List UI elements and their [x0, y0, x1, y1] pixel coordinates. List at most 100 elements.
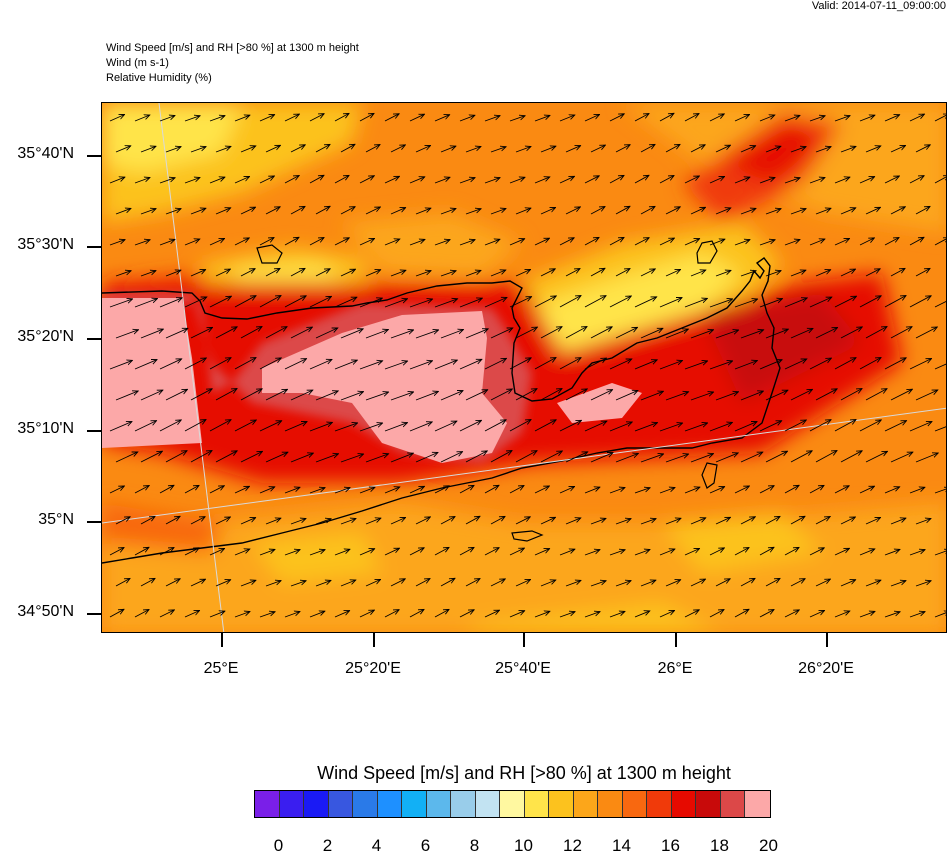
wind-vector	[140, 516, 155, 525]
wind-vector	[209, 296, 231, 308]
wind-vector	[384, 299, 408, 308]
wind-vector	[284, 487, 300, 494]
wind-vector	[140, 578, 155, 587]
wind-vector	[915, 581, 931, 587]
wind-vector	[190, 579, 206, 587]
wind-vector	[534, 296, 556, 308]
wind-vector	[265, 452, 288, 463]
lat-label: 35°N	[38, 511, 74, 528]
wind-vector	[615, 327, 638, 339]
wind-vector	[484, 116, 500, 122]
wind-vector	[365, 330, 388, 339]
wind-vector	[715, 579, 730, 587]
wind-vector	[259, 421, 282, 432]
wind-vector	[865, 146, 881, 153]
wind-vector	[909, 550, 925, 556]
wind-vector	[484, 358, 507, 370]
wind-vector	[640, 206, 655, 215]
wind-vector	[859, 549, 875, 556]
lat-tick	[87, 521, 101, 523]
wind-vector	[209, 548, 225, 556]
wind-vector	[390, 270, 406, 277]
wind-vector	[559, 238, 574, 246]
wind-vector	[234, 238, 249, 246]
wind-vector	[284, 176, 299, 184]
wind-vector	[265, 327, 287, 339]
wind-vector	[859, 486, 875, 494]
wind-vector	[284, 237, 299, 246]
wind-vector	[809, 610, 825, 618]
wind-vector	[184, 297, 207, 308]
wind-vector	[690, 330, 714, 339]
lat-tick	[87, 246, 101, 248]
wind-vector	[384, 610, 399, 618]
wind-vector	[290, 390, 313, 401]
wind-vector	[340, 519, 356, 525]
wind-vector	[234, 612, 250, 618]
colorbar-swatch	[647, 791, 672, 817]
wind-vector	[240, 146, 256, 153]
lat-tick	[87, 155, 101, 157]
wind-vector	[840, 269, 856, 277]
wind-vector	[440, 330, 464, 339]
wind-vector	[565, 146, 581, 153]
colorbar-swatch	[671, 791, 696, 817]
wind-vector	[465, 579, 480, 587]
wind-vector	[140, 146, 156, 153]
wind-vector	[709, 487, 725, 494]
wind-vector	[459, 115, 475, 122]
wind-vector	[390, 392, 414, 401]
wind-vector	[384, 487, 400, 494]
colorbar-label: 12	[563, 836, 582, 855]
wind-vector	[859, 115, 875, 122]
wind-vector	[134, 115, 150, 122]
colorbar-swatch	[524, 791, 549, 817]
colorbar-swatch	[573, 791, 598, 817]
lat-label: 35°40'N	[17, 145, 74, 162]
wind-vector	[159, 485, 174, 494]
wind-vector	[909, 487, 925, 494]
wind-vector	[240, 451, 263, 463]
wind-vector	[815, 389, 837, 401]
wind-vector	[859, 177, 875, 184]
lon-label: 25°40'E	[495, 660, 551, 677]
wind-vector	[484, 178, 500, 184]
wind-vector	[259, 115, 275, 122]
wind-vector	[934, 611, 946, 618]
wind-vector	[215, 580, 231, 587]
wind-vector	[265, 207, 280, 215]
wind-vector	[809, 178, 825, 184]
wind-vector	[915, 268, 930, 277]
wind-vector	[184, 548, 199, 556]
wind-vector	[740, 578, 755, 587]
wind-vector	[865, 207, 881, 215]
wind-vector	[409, 114, 425, 122]
wind-vector	[934, 301, 946, 308]
wind-vector	[884, 549, 900, 556]
wind-vector	[515, 327, 537, 339]
wind-vector	[540, 208, 556, 215]
wind-vector	[365, 145, 380, 153]
colorbar-label: 18	[710, 836, 729, 855]
wind-vector	[634, 550, 650, 556]
wind-vector	[209, 358, 231, 370]
wind-vector	[334, 488, 350, 494]
wind-vector	[515, 269, 531, 277]
wind-vector	[840, 517, 855, 525]
wind-vector	[809, 358, 831, 370]
wind-vector	[615, 581, 631, 587]
wind-vector	[409, 239, 425, 246]
wind-vector	[209, 611, 225, 618]
plot-title: Wind Speed [m/s] and RH [>80 %] at 1300 …	[106, 42, 359, 54]
wind-vector	[934, 363, 946, 370]
wind-vector	[865, 580, 881, 587]
wind-vector	[659, 176, 674, 184]
wind-vector	[934, 237, 946, 246]
colorbar-swatch	[328, 791, 353, 817]
wind-vector	[390, 579, 405, 587]
wind-vector	[409, 422, 432, 432]
wind-vector	[834, 548, 850, 556]
wind-vector	[434, 177, 450, 184]
wind-vector	[559, 549, 575, 556]
wind-vector	[234, 177, 250, 184]
